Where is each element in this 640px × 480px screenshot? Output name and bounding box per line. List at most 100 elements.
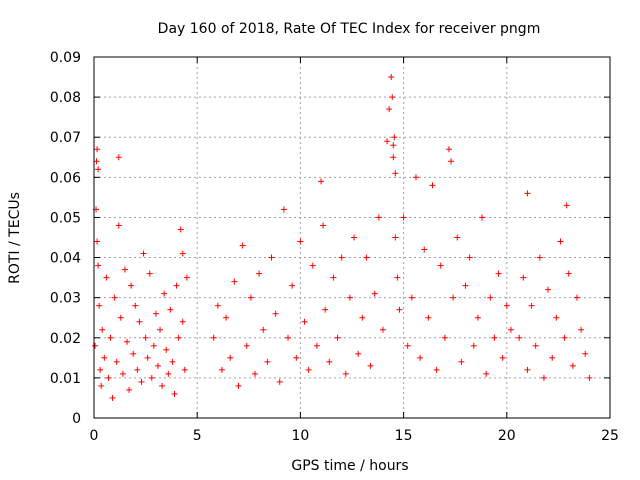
data-point — [318, 178, 325, 185]
x-tick-label: 5 — [193, 428, 202, 444]
data-point — [152, 310, 159, 317]
grid-lines — [94, 57, 610, 418]
data-point — [391, 134, 398, 141]
data-point — [95, 166, 102, 173]
data-point — [154, 362, 161, 369]
data-point — [95, 262, 102, 269]
data-point — [421, 246, 428, 253]
data-point — [392, 170, 399, 177]
data-point — [161, 290, 168, 297]
data-point — [425, 314, 432, 321]
y-tick-label: 0.09 — [50, 50, 81, 66]
x-tick-label: 25 — [601, 428, 619, 444]
data-point — [389, 94, 396, 101]
data-point — [235, 382, 242, 389]
data-point — [346, 294, 353, 301]
data-point — [101, 354, 108, 361]
plot-frame — [93, 56, 611, 419]
data-point — [98, 382, 105, 389]
data-point — [276, 378, 283, 385]
data-point — [115, 154, 122, 161]
data-point — [437, 262, 444, 269]
data-point — [334, 334, 341, 341]
data-point — [124, 338, 131, 345]
y-axis-ticks: 0 0.01 0.02 0.03 0.04 0.05 0.06 0.07 0.08 0.09 — [50, 50, 610, 427]
data-point — [532, 342, 539, 349]
data-point — [441, 334, 448, 341]
data-point — [97, 366, 104, 373]
data-point — [483, 370, 490, 377]
data-point — [400, 214, 407, 221]
data-point — [169, 358, 176, 365]
data-point — [140, 250, 147, 257]
data-point — [305, 366, 312, 373]
data-point — [251, 370, 258, 377]
data-point — [105, 374, 112, 381]
x-axis-ticks: 0 5 10 15 20 25 — [90, 57, 619, 444]
data-point — [320, 222, 327, 229]
data-point — [109, 394, 116, 401]
data-point — [491, 334, 498, 341]
data-point — [126, 386, 133, 393]
data-point — [390, 154, 397, 161]
data-point — [363, 254, 370, 261]
data-point — [121, 266, 128, 273]
data-point — [117, 314, 124, 321]
data-point — [404, 342, 411, 349]
data-point — [470, 342, 477, 349]
data-point — [563, 202, 570, 209]
data-point — [557, 238, 564, 245]
data-point — [338, 254, 345, 261]
y-axis-label: ROTI / TECUs — [7, 192, 23, 284]
data-point — [150, 342, 157, 349]
data-point — [394, 274, 401, 281]
data-point — [536, 254, 543, 261]
data-point — [148, 374, 155, 381]
data-point — [565, 270, 572, 277]
data-point — [144, 354, 151, 361]
data-point — [227, 354, 234, 361]
data-point — [448, 158, 455, 165]
data-point — [367, 362, 374, 369]
data-point — [561, 334, 568, 341]
data-point — [371, 290, 378, 297]
data-point — [569, 362, 576, 369]
data-point — [94, 238, 101, 245]
data-points — [92, 74, 593, 401]
data-point — [351, 234, 358, 241]
data-point — [412, 174, 419, 181]
data-point — [390, 142, 397, 149]
data-point — [297, 238, 304, 245]
data-point — [392, 234, 399, 241]
data-point — [586, 374, 593, 381]
y-tick-label: 0.04 — [50, 251, 81, 267]
data-point — [446, 146, 453, 153]
data-point — [545, 286, 552, 293]
data-point — [183, 274, 190, 281]
data-point — [520, 274, 527, 281]
data-point — [142, 334, 149, 341]
data-point — [495, 270, 502, 277]
data-point — [119, 370, 126, 377]
data-point — [92, 342, 99, 349]
data-point — [146, 270, 153, 277]
data-point — [503, 302, 510, 309]
data-point — [479, 214, 486, 221]
data-point — [355, 350, 362, 357]
data-point — [301, 318, 308, 325]
data-point — [132, 302, 139, 309]
x-tick-label: 10 — [291, 428, 309, 444]
data-point — [516, 334, 523, 341]
data-point — [171, 390, 178, 397]
data-point — [111, 294, 118, 301]
data-point — [107, 334, 114, 341]
data-point — [458, 358, 465, 365]
data-point — [549, 354, 556, 361]
data-point — [582, 350, 589, 357]
data-point — [507, 326, 514, 333]
data-point — [256, 270, 263, 277]
x-tick-label: 20 — [498, 428, 516, 444]
data-point — [330, 274, 337, 281]
data-point — [454, 234, 461, 241]
